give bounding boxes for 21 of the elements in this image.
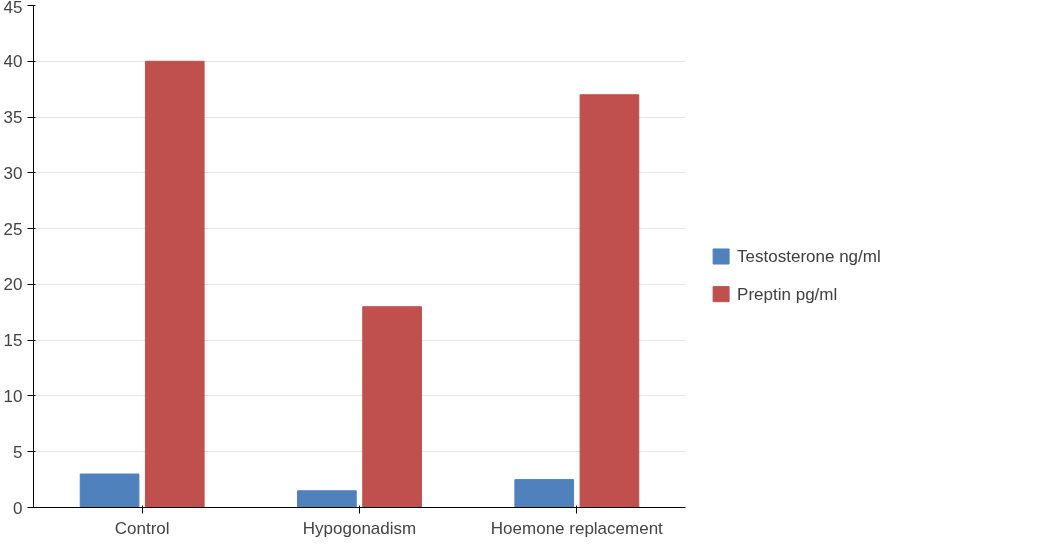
y-tick-label: 35: [3, 108, 23, 128]
y-tick-label: 40: [3, 52, 23, 72]
bar: [362, 306, 422, 508]
y-tick-label: 15: [3, 331, 23, 351]
x-tick-label: Hypogonadism: [302, 518, 417, 538]
bar: [514, 479, 575, 508]
bar: [79, 473, 140, 508]
bar: [297, 490, 357, 508]
y-tick-label: 30: [3, 163, 23, 183]
x-tick-label: Control: [114, 518, 170, 538]
legend-label: Preptin pg/ml: [737, 284, 838, 304]
y-tick-label: 25: [3, 219, 23, 239]
bar: [579, 94, 640, 508]
y-tick-label: 5: [13, 442, 23, 462]
y-tick-label: 45: [3, 0, 23, 17]
bar: [144, 60, 205, 508]
x-tick-label: Hoemone replacement: [490, 518, 664, 538]
y-tick-label: 20: [3, 275, 23, 295]
legend-label: Testosterone ng/ml: [737, 247, 881, 266]
y-tick-label: 0: [13, 498, 23, 518]
y-tick-label: 10: [3, 386, 23, 406]
